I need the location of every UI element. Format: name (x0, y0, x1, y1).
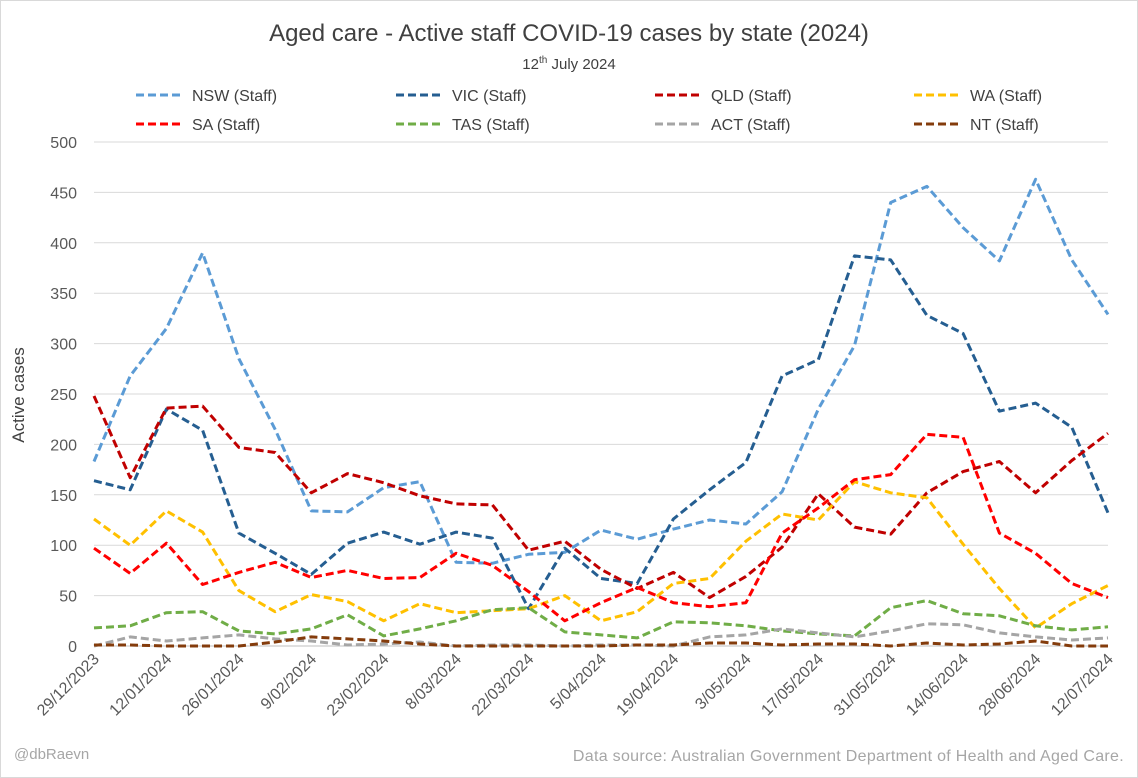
x-tick-label: 31/05/2024 (831, 651, 900, 720)
x-tick-label: 23/02/2024 (324, 651, 393, 720)
series-line-sa (93, 432, 1109, 623)
legend-label: NT (Staff) (970, 117, 1039, 134)
x-axis: 29/12/2023 12/01/2024 26/01/2024 9/02/2024 2… (34, 645, 1117, 720)
x-tick-label: 29/12/2023 (34, 651, 103, 720)
legend-label: QLD (Staff) (711, 88, 792, 105)
x-tick-label: 9/02/2024 (258, 651, 320, 713)
legend-label: VIC (Staff) (452, 88, 526, 105)
series-line-tas (93, 599, 1109, 640)
x-tick-label: 12/01/2024 (107, 651, 176, 720)
series-line-qld (92, 395, 1109, 600)
legend-item: SA (Staff) (136, 117, 260, 134)
y-tick-label: 450 (50, 185, 77, 202)
y-axis: 0 50 100 150 200 250 300 350 400 450 500 (50, 135, 77, 656)
subtitle-day: 12 (522, 56, 539, 73)
x-tick-label: 8/03/2024 (403, 651, 465, 713)
series-line-vic (93, 254, 1110, 611)
x-tick-label: 5/04/2024 (547, 651, 609, 713)
gridlines (94, 141, 1108, 597)
x-tick-label: 22/03/2024 (469, 651, 538, 720)
legend: NSW (Staff) VIC (Staff) QLD (Staff) WA (Sta… (136, 88, 1042, 134)
series-line-nsw (92, 177, 1110, 565)
legend-label: NSW (Staff) (192, 88, 277, 105)
x-tick-label: 26/01/2024 (179, 651, 248, 720)
legend-item: NT (Staff) (914, 117, 1039, 134)
chart-title: Aged care - Active staff COVID-19 cases … (269, 20, 869, 47)
subtitle-suffix: th (538, 55, 548, 66)
x-tick-label: 3/05/2024 (692, 651, 754, 713)
legend-item: ACT (Staff) (655, 117, 790, 134)
legend-item: WA (Staff) (914, 88, 1042, 105)
x-tick-label: 28/06/2024 (976, 651, 1045, 720)
subtitle-rest: July 2024 (551, 56, 616, 73)
y-tick-label: 50 (59, 589, 77, 606)
legend-item: QLD (Staff) (655, 88, 792, 105)
y-tick-label: 250 (50, 387, 77, 404)
series-line-nt (94, 635, 1108, 648)
y-tick-label: 100 (50, 538, 77, 555)
y-tick-label: 0 (68, 639, 77, 656)
legend-label: SA (Staff) (192, 117, 260, 134)
legend-item: TAS (Staff) (396, 117, 530, 134)
series-line-wa (93, 480, 1109, 630)
x-tick-label: 14/06/2024 (903, 651, 972, 720)
x-tick-label: 17/05/2024 (758, 651, 827, 720)
data-source-note: Data source: Australian Government Depar… (572, 748, 1124, 765)
y-tick-label: 300 (50, 337, 77, 354)
y-tick-label: 500 (50, 135, 77, 152)
legend-item: VIC (Staff) (396, 88, 526, 105)
y-tick-label: 200 (50, 437, 77, 454)
legend-label: WA (Staff) (970, 88, 1042, 105)
legend-label: TAS (Staff) (452, 117, 530, 134)
chart-subtitle: 12th July 2024 (0, 55, 1138, 73)
y-tick-label: 400 (50, 236, 77, 253)
legend-item: NSW (Staff) (136, 88, 277, 105)
author-credit: @dbRaevn (14, 746, 90, 763)
y-tick-label: 350 (50, 286, 77, 303)
series-lines (92, 177, 1110, 648)
legend-label: ACT (Staff) (711, 117, 790, 134)
x-tick-label: 12/07/2024 (1048, 651, 1117, 720)
y-axis-label: Active cases (9, 347, 28, 442)
x-tick-label: 19/04/2024 (614, 651, 683, 720)
y-tick-label: 150 (50, 488, 77, 505)
